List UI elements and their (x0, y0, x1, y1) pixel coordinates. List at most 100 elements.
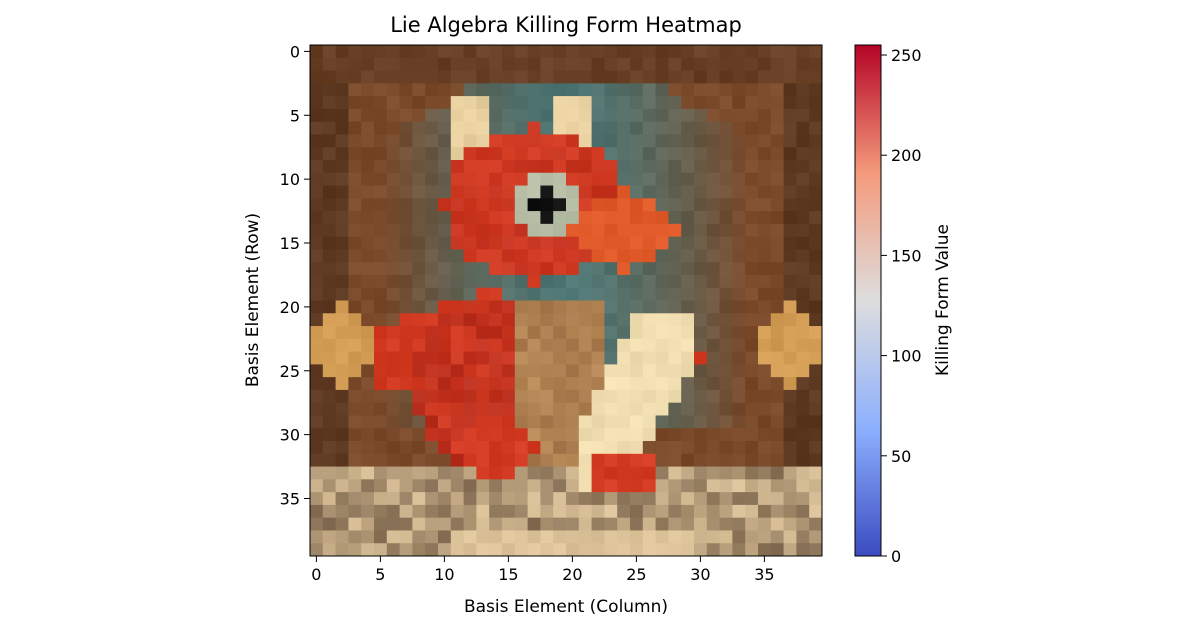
heatmap-cell (758, 479, 772, 493)
heatmap-cell (630, 185, 644, 199)
heatmap-cell (386, 236, 400, 250)
heatmap-cell (591, 198, 605, 212)
heatmap-cell (809, 57, 823, 71)
heatmap-cell (374, 466, 388, 480)
heatmap-cell (796, 543, 810, 557)
heatmap-cell (796, 198, 810, 212)
heatmap-cell (310, 351, 324, 365)
heatmap-cell (591, 517, 605, 531)
heatmap-cell (476, 338, 490, 352)
heatmap-cell (438, 389, 452, 404)
heatmap-cell (322, 134, 336, 148)
heatmap-cell (527, 453, 541, 467)
heatmap-cell (706, 313, 720, 327)
heatmap-cell (514, 377, 528, 391)
heatmap-cell (399, 198, 413, 212)
heatmap-cell (758, 517, 772, 531)
y-tick-label: 10 (280, 170, 300, 189)
heatmap-cell (553, 57, 567, 71)
heatmap-cell (386, 83, 400, 97)
heatmap-cell (386, 428, 400, 442)
heatmap-cell (425, 211, 439, 225)
heatmap-cell (489, 300, 503, 314)
heatmap-cell (322, 249, 336, 263)
heatmap-cell (489, 198, 503, 212)
heatmap-cell (361, 57, 375, 71)
heatmap-cell (425, 351, 439, 365)
heatmap-cell (450, 287, 464, 301)
heatmap-cell (463, 147, 477, 161)
heatmap-cell (578, 83, 592, 97)
heatmap-cell (732, 172, 746, 186)
heatmap-cell (425, 377, 439, 391)
heatmap-cell (374, 530, 388, 544)
heatmap-cell (809, 83, 823, 97)
heatmap-cell (732, 262, 746, 276)
heatmap-cell (681, 479, 695, 493)
heatmap-cell (617, 121, 631, 135)
heatmap-cell (706, 402, 720, 416)
heatmap-cell (745, 479, 759, 493)
heatmap-cell (796, 389, 810, 404)
heatmap-cell (553, 262, 567, 276)
heatmap-cell (361, 428, 375, 442)
heatmap-cell (783, 543, 797, 557)
heatmap-cell (694, 134, 708, 148)
heatmap-cell (770, 287, 784, 301)
colorbar-tick-label: 150 (891, 246, 922, 265)
heatmap-cell (681, 504, 695, 519)
heatmap-cell (745, 453, 759, 467)
heatmap-cell (617, 351, 631, 365)
heatmap-cell (489, 492, 503, 506)
heatmap-cell (668, 441, 682, 455)
heatmap-cell (809, 262, 823, 276)
heatmap-cell (348, 313, 362, 327)
heatmap-cell (681, 274, 695, 289)
heatmap-cell (463, 108, 477, 123)
heatmap-cell (681, 415, 695, 429)
heatmap-cell (706, 338, 720, 352)
heatmap-cell (361, 185, 375, 199)
heatmap-cell (655, 57, 669, 71)
heatmap-cell (489, 274, 503, 289)
heatmap-cell (489, 453, 503, 467)
heatmap-cell (527, 543, 541, 557)
heatmap-cell (796, 479, 810, 493)
heatmap-cell (796, 351, 810, 365)
heatmap-cell (796, 428, 810, 442)
heatmap-cell (463, 236, 477, 250)
heatmap-cell (745, 466, 759, 480)
heatmap-cell (681, 517, 695, 531)
heatmap-cell (758, 211, 772, 225)
heatmap-cell (374, 415, 388, 429)
heatmap-cell (578, 57, 592, 71)
heatmap-cell (642, 45, 656, 59)
heatmap-cell (758, 530, 772, 544)
heatmap-cell (796, 96, 810, 110)
heatmap-cell (770, 45, 784, 59)
heatmap-cell (630, 402, 644, 416)
heatmap-cell (450, 83, 464, 97)
heatmap-cell (694, 466, 708, 480)
heatmap-cell (578, 364, 592, 378)
heatmap-cell (335, 530, 349, 544)
heatmap-cell (706, 479, 720, 493)
heatmap-cell (463, 172, 477, 186)
heatmap-cell (527, 313, 541, 327)
heatmap-cell (399, 543, 413, 557)
heatmap-cell (732, 428, 746, 442)
heatmap-cell (655, 211, 669, 225)
heatmap-cell (438, 274, 452, 289)
heatmap-cell (681, 121, 695, 135)
heatmap-cell (655, 300, 669, 314)
heatmap-cell (770, 364, 784, 378)
heatmap-cell (322, 96, 336, 110)
heatmap-cell (630, 313, 644, 327)
heatmap-cell (412, 479, 426, 493)
heatmap-cell (566, 147, 580, 161)
heatmap-cell (476, 326, 490, 340)
heatmap-cell (578, 236, 592, 250)
heatmap-cell (694, 326, 708, 340)
heatmap-cell (681, 492, 695, 506)
heatmap-cell (361, 479, 375, 493)
